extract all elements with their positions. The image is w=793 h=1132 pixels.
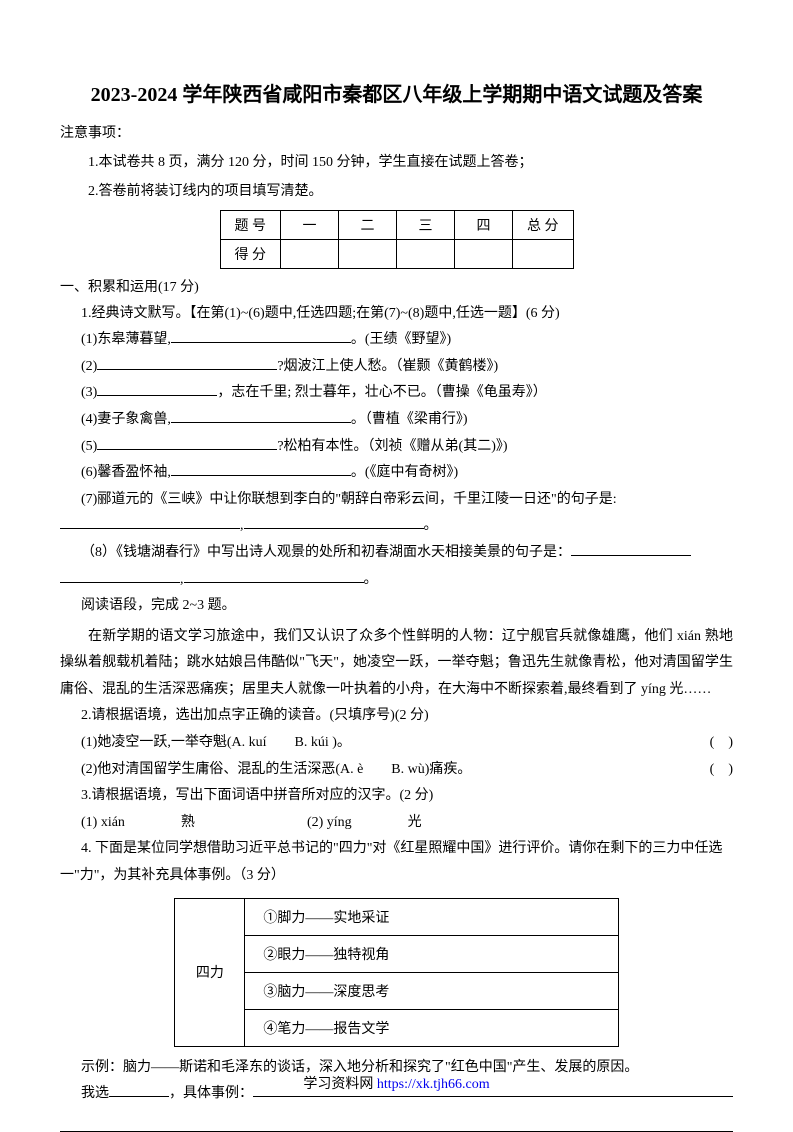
cell: ②眼力——独特视角 — [245, 935, 618, 972]
paragraph-body: 在新学期的语文学习旅途中，我们又认识了众多个性鲜明的人物：辽宁舰官兵就像雄鹰，他… — [60, 624, 733, 704]
cell: ①脚力——实地采证 — [245, 898, 618, 935]
footer-text: 学习资料网 — [303, 1077, 377, 1092]
blank — [60, 569, 180, 583]
q2: 2.请根据语境，选出加点字正确的读音。(只填序号)(2 分) — [60, 703, 733, 730]
cell: 一 — [281, 211, 339, 240]
paren: ( ) — [689, 730, 733, 757]
q4: 4. 下面是某位同学想借助习近平总书记的"四力"对《红星照耀中国》进行评价。请你… — [60, 836, 733, 889]
cell — [339, 240, 397, 269]
answer-blank — [60, 1114, 733, 1132]
cell: 得 分 — [220, 240, 281, 269]
cell: ④笔力——报告文学 — [245, 1009, 618, 1046]
blank — [171, 409, 351, 423]
blank — [97, 356, 277, 370]
cell: 总 分 — [513, 211, 574, 240]
note-2: 2.答卷前将装订线内的项目填写清楚。 — [60, 179, 733, 204]
page-title: 2023-2024 学年陕西省咸阳市秦都区八年级上学期期中语文试题及答案 — [60, 80, 733, 110]
note-1: 1.本试卷共 8 页，满分 120 分，时间 150 分钟，学生直接在试题上答卷… — [60, 150, 733, 175]
q1-4: (4)妻子象禽兽,。（曹植《梁甫行》) — [60, 407, 733, 434]
cell — [281, 240, 339, 269]
q1-3: (3)，志在千里; 烈士暮年，壮心不已。（曹操《龟虽寿》） — [60, 380, 733, 407]
blank — [171, 462, 351, 476]
paragraph-intro: 阅读语段，完成 2~3 题。 — [60, 593, 733, 620]
notes-label: 注意事项： — [60, 122, 733, 142]
table-row: 题 号 一 二 三 四 总 分 — [220, 211, 573, 240]
cell: 题 号 — [220, 211, 281, 240]
paren: ( ) — [689, 757, 733, 784]
q1-7: (7)郦道元的《三峡》中让你联想到李白的"朝辞白帝彩云间，千里江陵一日还"的句子… — [60, 487, 733, 514]
cell: 二 — [339, 211, 397, 240]
cell — [513, 240, 574, 269]
score-table: 题 号 一 二 三 四 总 分 得 分 — [220, 210, 574, 269]
q1-8: （8）《钱塘湖春行》中写出诗人观景的处所和初春湖面水天相接美景的句子是： — [60, 540, 733, 567]
blank — [97, 382, 217, 396]
sili-left: 四力 — [175, 898, 245, 1046]
q1-7-blank: ,。 — [60, 513, 733, 540]
q2-1: (1)她凌空一跃,一举夺魁(A. kuí B. kúi )。( ) — [60, 730, 733, 757]
blank — [171, 329, 351, 343]
sili-table: 四力 ①脚力——实地采证 ②眼力——独特视角 ③脑力——深度思考 ④笔力——报告… — [174, 898, 618, 1047]
q1-6: (6)馨香盈怀袖,。(《庭中有奇树》) — [60, 460, 733, 487]
table-row: 四力 ①脚力——实地采证 — [175, 898, 618, 935]
q1-1: (1)东皋薄暮望,。(王绩《野望》) — [60, 327, 733, 354]
q1-5: (5)?松柏有本性。（刘祯《赠从弟(其二)》) — [60, 434, 733, 461]
cell — [455, 240, 513, 269]
blank — [244, 515, 424, 529]
cell: ③脑力——深度思考 — [245, 972, 618, 1009]
table-row: 得 分 — [220, 240, 573, 269]
cell — [397, 240, 455, 269]
blank — [184, 569, 364, 583]
q1-2: (2)?烟波江上使人愁。（崔颢《黄鹤楼》) — [60, 354, 733, 381]
cell: 四 — [455, 211, 513, 240]
q3-items: (1) xián 熟 (2) yíng 光 — [60, 810, 733, 837]
blank — [60, 515, 240, 529]
q1-8-blank: ,。 — [60, 567, 733, 594]
blank — [571, 542, 691, 556]
footer: 学习资料网 https://xk.tjh66.com — [0, 1073, 793, 1093]
blank — [97, 436, 277, 450]
q1: 1.经典诗文默写。【在第(1)~(6)题中,任选四题;在第(7)~(8)题中,任… — [60, 301, 733, 328]
cell: 三 — [397, 211, 455, 240]
q2-2: (2)他对清国留学生庸俗、混乱的生活深恶(A. è B. wù)痛疾。( ) — [60, 757, 733, 784]
section-1-heading: 一、积累和运用(17 分) — [60, 275, 733, 300]
footer-link[interactable]: https://xk.tjh66.com — [377, 1077, 490, 1092]
q3: 3.请根据语境，写出下面词语中拼音所对应的汉字。(2 分) — [60, 783, 733, 810]
